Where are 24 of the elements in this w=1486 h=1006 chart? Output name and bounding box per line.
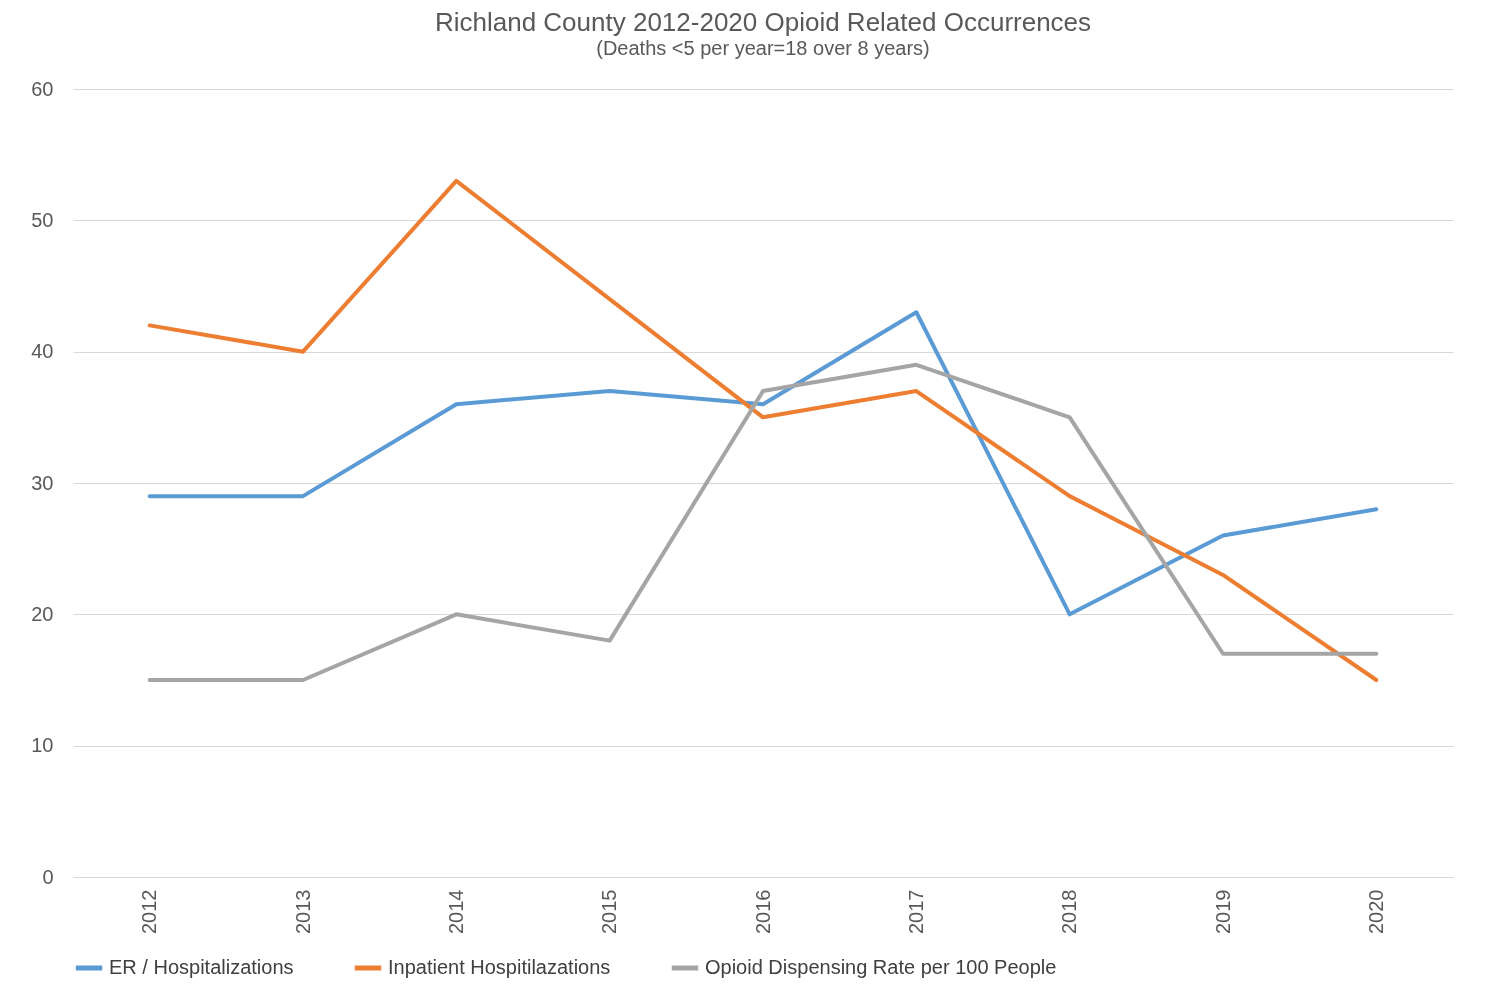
y-tick-label: 0 [42,865,54,888]
line-series [147,310,1379,617]
legend-label: Inpatient Hospitilazations [388,956,611,978]
x-tick-label: 2012 [138,889,161,934]
x-tick-label: 2015 [598,889,621,934]
y-tick-label: 20 [31,602,54,625]
legend-label: ER / Hospitalizations [109,956,294,978]
legend-label: Opioid Dispensing Rate per 100 People [705,956,1057,978]
x-tick-label: 2018 [1058,889,1081,934]
y-tick-label: 30 [31,471,54,494]
x-tick-label: 2014 [444,889,467,934]
y-tick-label: 40 [31,340,54,363]
x-tick-label: 2013 [291,889,314,934]
x-tick-label: 2020 [1364,889,1387,934]
line-series [147,178,1379,682]
y-tick-label: 50 [31,208,54,231]
x-tick-label: 2016 [751,889,774,934]
y-tick-label: 60 [31,77,54,100]
x-tick-label: 2019 [1211,889,1234,934]
chart-subtitle: (Deaths <5 per year=18 over 8 years) [596,37,930,59]
y-tick-label: 10 [31,734,54,757]
line-series [147,362,1379,682]
x-tick-label: 2017 [904,889,927,934]
chart-title: Richland County 2012-2020 Opioid Related Occurrences [434,7,1092,37]
